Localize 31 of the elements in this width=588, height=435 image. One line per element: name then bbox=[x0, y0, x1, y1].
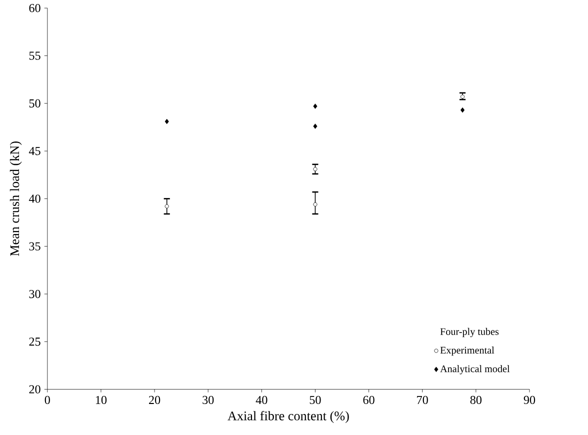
legend-label: Experimental bbox=[440, 346, 494, 356]
x-tick-label: 40 bbox=[256, 396, 268, 404]
x-tick-label: 50 bbox=[310, 396, 321, 404]
point bbox=[313, 124, 318, 130]
x-tick-label: 70 bbox=[417, 396, 428, 404]
point bbox=[313, 202, 318, 207]
y-axis-title: Mean crush load (kN) bbox=[10, 142, 22, 256]
point bbox=[164, 204, 169, 208]
y-tick-label: 55 bbox=[29, 52, 40, 60]
y-tick-label: 35 bbox=[29, 242, 40, 251]
x-tick-label: 20 bbox=[149, 396, 160, 404]
y-tick-label: 45 bbox=[28, 147, 40, 156]
point bbox=[313, 167, 318, 172]
legend-label: Analytical model bbox=[440, 365, 510, 374]
x-tick-label: 90 bbox=[524, 396, 536, 404]
y-tick-label: 30 bbox=[29, 290, 40, 298]
x-tick-label: 0 bbox=[44, 396, 50, 404]
point bbox=[313, 104, 318, 110]
x-tick-label: 30 bbox=[202, 396, 214, 404]
x-tick-label: 60 bbox=[363, 396, 374, 404]
point bbox=[460, 108, 465, 113]
x-tick-label: 80 bbox=[470, 396, 482, 404]
y-tick-label: 25 bbox=[29, 338, 40, 346]
legend-title: Four-ply tubes bbox=[440, 328, 499, 338]
y-tick-label: 50 bbox=[29, 99, 40, 108]
y-tick-label: 40 bbox=[28, 194, 40, 203]
x-tick-label: 10 bbox=[96, 396, 107, 404]
y-tick-label: 20 bbox=[29, 385, 40, 394]
point bbox=[164, 119, 169, 124]
x-axis-title: Axial fibre content (%) bbox=[228, 411, 349, 424]
y-tick-label: 60 bbox=[29, 4, 40, 12]
